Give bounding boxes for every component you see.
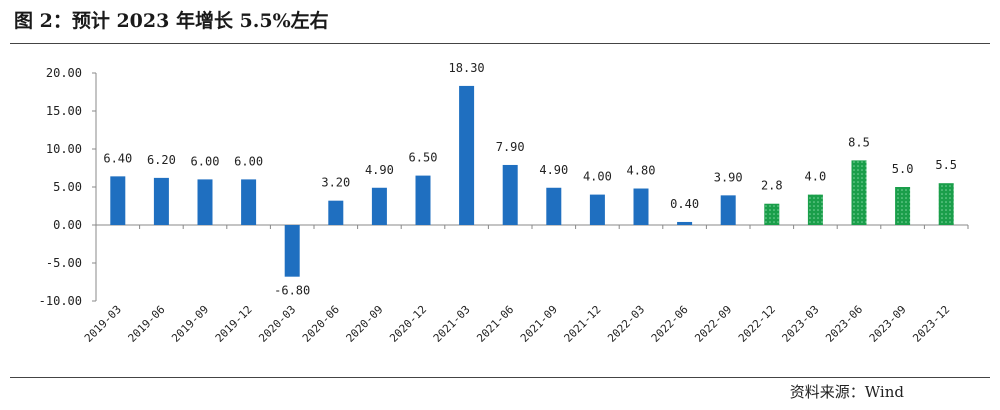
data-label: 6.00 [234, 154, 263, 168]
y-tick-label: 0.00 [53, 218, 82, 232]
forecast-bar [851, 160, 867, 225]
data-label: 4.80 [627, 164, 656, 178]
data-label: 5.0 [892, 162, 914, 176]
source-note: 资料来源：Wind [789, 383, 904, 401]
x-tick-label: 2020-06 [300, 303, 342, 345]
bar [197, 179, 213, 225]
data-label: 5.5 [935, 158, 957, 172]
bar [371, 187, 387, 225]
data-label: 2.8 [761, 179, 783, 193]
data-label: 6.50 [409, 151, 438, 165]
y-tick-label: 10.00 [46, 142, 82, 156]
x-tick-label: 2023-09 [867, 303, 909, 345]
data-label: 3.20 [321, 176, 350, 190]
data-label: 4.00 [583, 170, 612, 184]
gdp-growth-bar-chart: 20.00 15.00 10.00 5.00 0.00 -5.00 -10.00 6.40 20… [39, 61, 969, 345]
x-tick-label: 2022-09 [692, 303, 734, 345]
x-tick-label: 2020-03 [256, 303, 298, 345]
forecast-bar [807, 194, 823, 225]
y-tick-label: 20.00 [46, 66, 82, 80]
top-rule [10, 43, 990, 44]
data-label: 0.40 [670, 197, 699, 211]
bar [546, 187, 562, 225]
bar [459, 85, 475, 225]
x-tick-label: 2021-03 [431, 303, 473, 345]
x-tick-label: 2021-12 [562, 303, 604, 345]
data-label: 18.30 [449, 61, 485, 75]
forecast-bar [895, 187, 911, 225]
bar [110, 176, 126, 225]
data-label: 6.40 [103, 151, 132, 165]
data-label: 7.90 [496, 140, 525, 154]
x-tick-label: 2020-09 [344, 303, 386, 345]
bar [284, 225, 300, 277]
bar [241, 179, 257, 225]
data-label: -6.80 [274, 284, 310, 298]
x-tick-label: 2022-06 [649, 303, 691, 345]
y-tick-label: -5.00 [46, 256, 82, 270]
data-label: 8.5 [848, 135, 870, 149]
data-label: 4.0 [805, 170, 827, 184]
x-tick-label: 2023-06 [823, 303, 865, 345]
x-tick-label: 2023-03 [780, 303, 822, 345]
bar [328, 200, 344, 225]
x-tick-label: 2021-06 [474, 303, 516, 345]
bar [633, 188, 649, 225]
figure-title: 图 2：预计 2023 年增长 5.5%左右 [14, 10, 329, 32]
bottom-rule [10, 377, 990, 378]
y-tick-label: 5.00 [53, 180, 82, 194]
data-label: 4.90 [539, 163, 568, 177]
x-tick-label: 2023-12 [910, 303, 952, 345]
x-tick-label: 2020-12 [387, 303, 429, 345]
bar [502, 164, 518, 225]
bar [677, 221, 693, 225]
data-label: 6.00 [191, 154, 220, 168]
x-tick-label: 2021-09 [518, 303, 560, 345]
x-tick-label: 2019-03 [82, 303, 124, 345]
forecast-bar [938, 183, 954, 225]
x-tick-label: 2019-09 [169, 303, 211, 345]
y-tick-label: -10.00 [39, 294, 82, 308]
x-tick-label: 2022-12 [736, 303, 778, 345]
x-tick-label: 2019-12 [213, 303, 255, 345]
data-label: 6.20 [147, 153, 176, 167]
x-tick-label: 2019-06 [126, 303, 168, 345]
forecast-bar [764, 203, 780, 225]
y-tick-label: 15.00 [46, 104, 82, 118]
data-label: 4.90 [365, 163, 394, 177]
bar [415, 175, 431, 225]
data-label: 3.90 [714, 170, 743, 184]
x-tick-label: 2022-03 [605, 303, 647, 345]
bar [589, 194, 605, 225]
bar [720, 195, 736, 225]
bar [153, 177, 169, 225]
